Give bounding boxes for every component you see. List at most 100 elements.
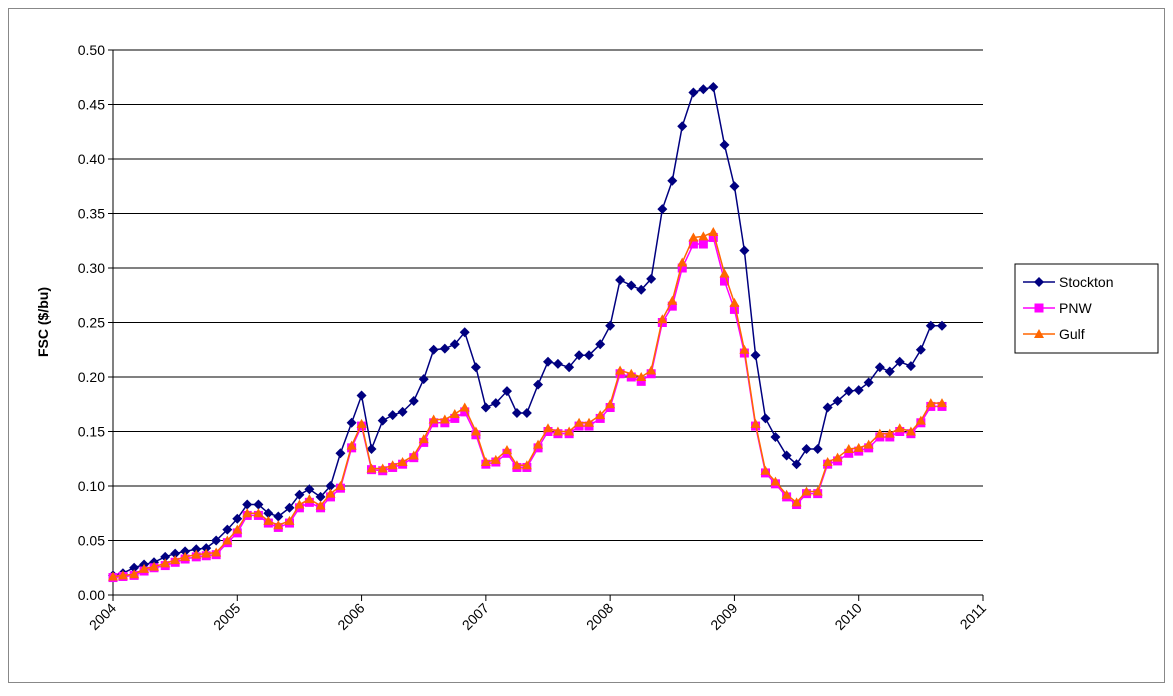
data-point: [791, 459, 802, 470]
legend-marker: [1034, 277, 1044, 287]
data-point: [843, 386, 854, 397]
data-point: [915, 415, 926, 425]
data-point: [294, 489, 305, 500]
data-point: [501, 445, 512, 455]
data-point: [222, 524, 233, 535]
data-point: [801, 443, 812, 454]
data-point: [812, 486, 823, 496]
data-point: [191, 549, 202, 559]
data-point: [304, 484, 315, 495]
data-point: [574, 350, 585, 361]
data-point: [584, 417, 595, 427]
data-point: [884, 366, 895, 377]
data-point: [139, 563, 150, 573]
data-point: [781, 450, 792, 461]
data-point: [356, 418, 367, 428]
data-point: [160, 551, 171, 562]
data-point: [646, 273, 657, 284]
data-point: [729, 304, 739, 314]
data-point: [781, 489, 792, 499]
data-point: [325, 481, 336, 491]
data-point: [211, 547, 222, 557]
data-point: [253, 499, 264, 510]
data-point: [905, 426, 916, 436]
data-point: [273, 511, 284, 522]
data-point: [377, 415, 388, 426]
y-tick-label: 0.05: [78, 533, 105, 549]
data-point: [315, 491, 326, 502]
data-point: [636, 376, 646, 386]
data-point: [490, 398, 501, 409]
data-point: [564, 426, 575, 436]
data-point: [470, 362, 481, 373]
y-tick-label: 0.20: [78, 369, 105, 385]
data-point: [667, 295, 678, 305]
data-point: [191, 544, 202, 555]
data-point: [626, 280, 637, 291]
data-point: [129, 569, 140, 579]
data-point: [915, 344, 926, 355]
data-point: [284, 502, 295, 513]
chart-frame: [8, 8, 1165, 683]
data-point: [646, 365, 657, 375]
data-point: [595, 410, 606, 420]
data-point: [232, 524, 243, 534]
data-point: [387, 460, 398, 470]
y-tick-label: 0.30: [78, 260, 105, 276]
data-point: [719, 268, 730, 278]
data-point: [801, 486, 812, 496]
data-point: [366, 443, 377, 454]
data-point: [739, 344, 750, 354]
data-point: [677, 263, 687, 273]
data-point: [615, 274, 626, 285]
data-point: [397, 457, 408, 467]
data-point: [822, 402, 833, 413]
data-point: [667, 301, 677, 311]
data-point: [470, 426, 481, 436]
data-point: [242, 508, 253, 518]
data-point: [490, 454, 501, 464]
data-point: [377, 463, 388, 473]
y-tick-label: 0.25: [78, 315, 105, 331]
data-point: [273, 520, 284, 530]
data-point: [615, 365, 626, 375]
data-point: [511, 460, 522, 470]
data-point: [894, 356, 905, 367]
legend-label: Stockton: [1059, 274, 1113, 290]
data-point: [543, 356, 553, 367]
data-point: [564, 362, 575, 373]
data-point: [760, 465, 771, 475]
data-point: [708, 227, 719, 237]
data-point: [874, 428, 885, 438]
data-point: [552, 426, 563, 436]
data-point: [459, 327, 470, 338]
data-point: [905, 361, 916, 372]
data-point: [449, 409, 460, 419]
data-point: [170, 548, 181, 559]
data-point: [688, 239, 698, 249]
data-point: [605, 399, 616, 409]
data-point: [853, 442, 864, 452]
data-point: [708, 232, 718, 242]
data-point: [936, 398, 947, 408]
data-point: [626, 368, 637, 378]
data-point: [232, 513, 243, 524]
data-point: [108, 571, 118, 581]
data-point: [263, 515, 274, 525]
series-group: [108, 227, 947, 581]
data-point: [677, 257, 688, 267]
data-point: [636, 284, 647, 295]
data-point: [263, 508, 274, 519]
data-point: [439, 343, 450, 354]
data-point: [595, 339, 606, 350]
data-point: [180, 551, 191, 561]
data-point: [874, 362, 885, 373]
data-point: [853, 385, 864, 396]
data-point: [605, 320, 616, 331]
data-point: [418, 434, 429, 444]
data-point: [335, 481, 346, 490]
y-tick-label: 0.40: [78, 151, 105, 167]
data-point: [863, 377, 874, 388]
legend-marker: [1034, 329, 1044, 338]
series-group: [108, 82, 947, 581]
